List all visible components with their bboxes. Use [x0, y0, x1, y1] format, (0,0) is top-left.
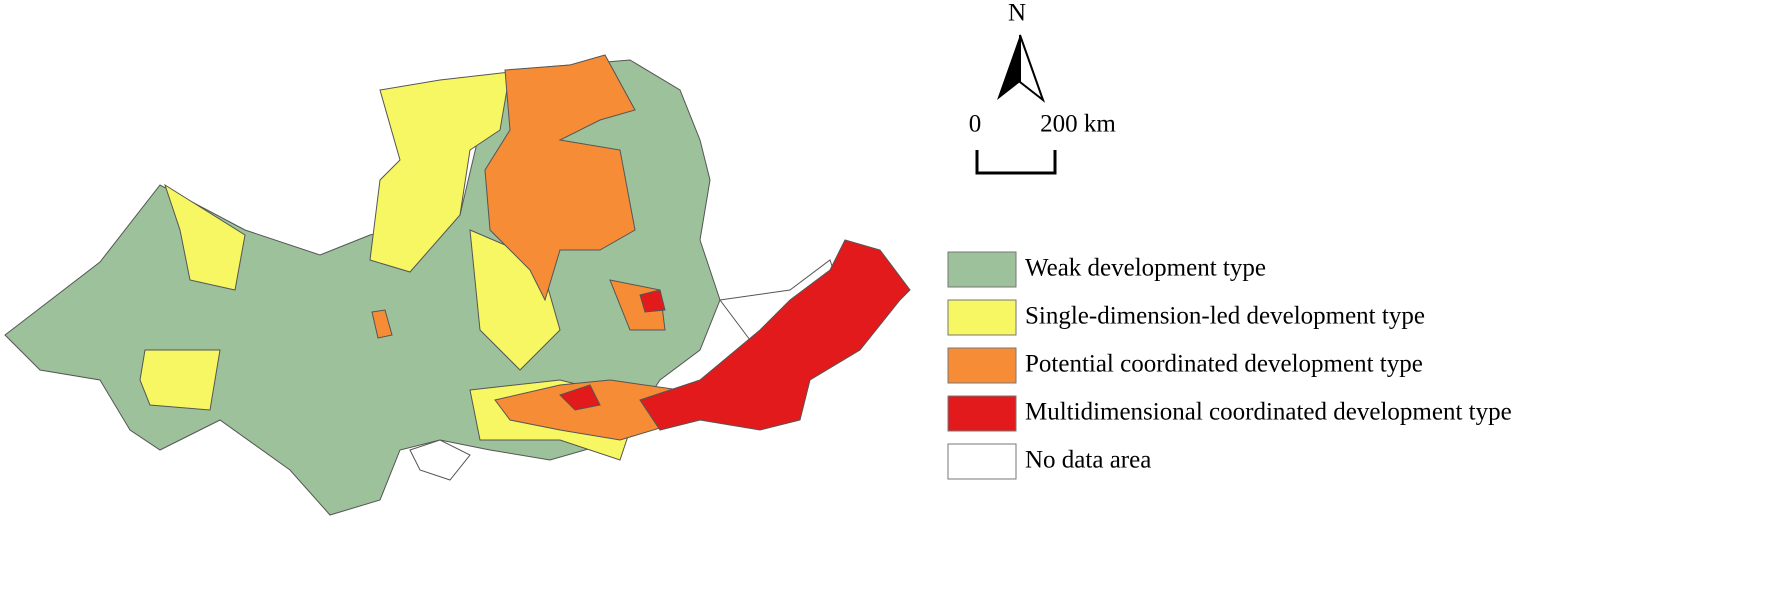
region — [371, 309, 393, 339]
legend-swatch — [947, 299, 1017, 336]
region — [164, 183, 246, 291]
legend-swatch — [947, 443, 1017, 480]
region — [139, 349, 221, 411]
scale-line — [975, 150, 1057, 175]
north-label: N — [1008, 0, 1026, 27]
region — [484, 54, 636, 302]
legend: Weak development type Single-dimension-le… — [947, 251, 1512, 480]
north-arrow-left — [997, 35, 1020, 100]
legend-label: No data area — [1025, 447, 1151, 474]
legend-label: Potential coordinated development type — [1025, 351, 1423, 378]
scale-label: 200 km — [1040, 111, 1116, 138]
legend-swatch — [947, 251, 1017, 288]
north-arrow: N — [997, 0, 1046, 103]
legend-label: Single-dimension-led development type — [1025, 303, 1425, 330]
region — [369, 71, 511, 273]
region — [559, 384, 601, 411]
region — [409, 439, 471, 481]
legend-swatch — [947, 395, 1017, 432]
north-arrow-right — [1019, 34, 1046, 103]
region — [639, 239, 911, 431]
legend-label: Multidimensional coordinated development… — [1025, 399, 1512, 426]
legend-swatch — [947, 347, 1017, 384]
map-regions — [4, 54, 911, 516]
scale-bar: 0 200 km — [969, 111, 1116, 175]
scale-label: 0 — [969, 111, 982, 138]
region — [639, 289, 666, 313]
legend-label: Weak development type — [1025, 255, 1266, 282]
